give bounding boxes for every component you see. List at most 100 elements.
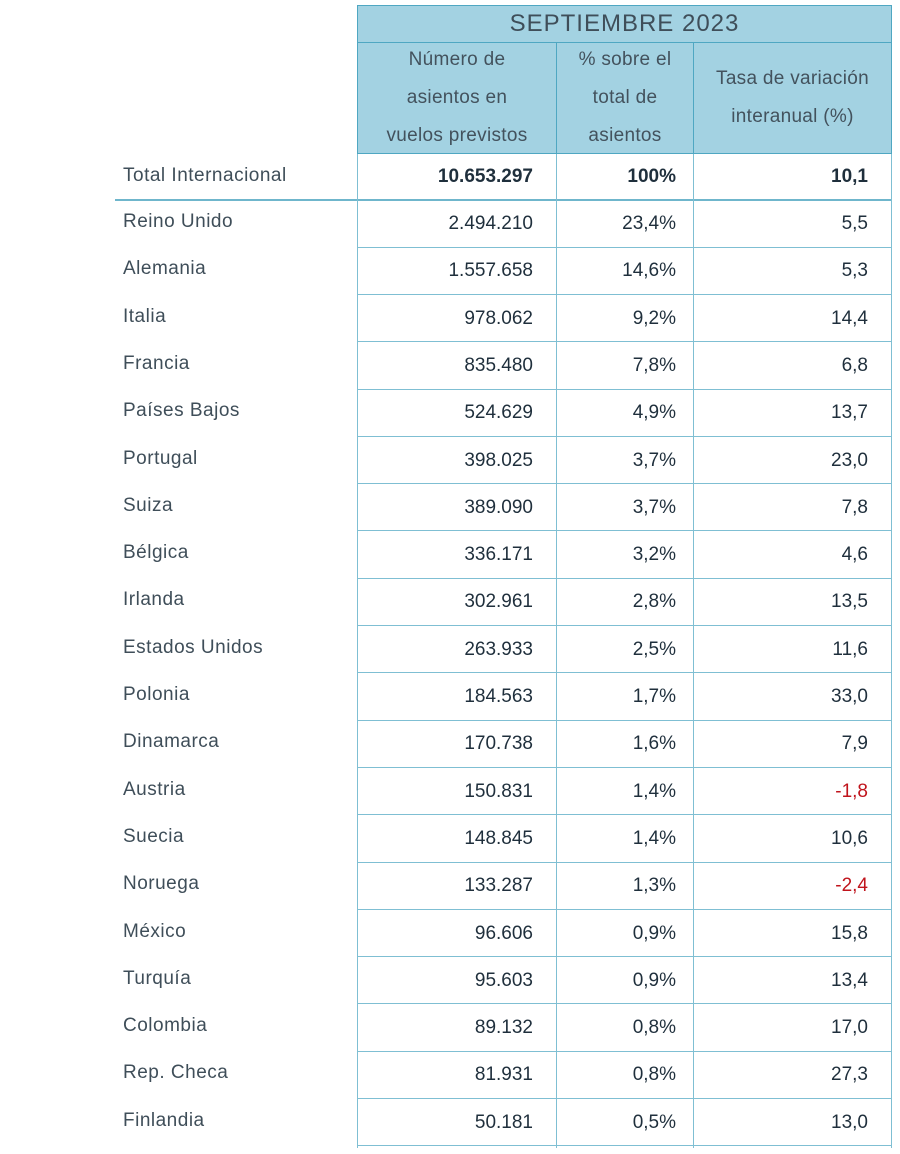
rate-value: 14,4 xyxy=(831,307,868,329)
column-divider xyxy=(891,154,892,1148)
seats-value: 389.090 xyxy=(464,496,533,518)
seats-value: 1.557.658 xyxy=(448,260,533,282)
seats-value: 835.480 xyxy=(464,354,533,376)
rate-value: 23,0 xyxy=(831,449,868,471)
share-value: 3,7% xyxy=(632,496,676,518)
row-divider xyxy=(357,1003,892,1004)
column-divider xyxy=(693,154,694,1148)
row-divider xyxy=(357,956,892,957)
row-divider xyxy=(357,341,892,342)
total-rate: 10,1 xyxy=(831,166,868,187)
row-divider xyxy=(357,672,892,673)
row-divider xyxy=(357,1098,892,1099)
period-header: SEPTIEMBRE 2023 xyxy=(357,5,892,43)
share-column-header: % sobre el total de asientos xyxy=(556,42,694,154)
share-value: 3,2% xyxy=(632,544,676,566)
rate-value: 13,7 xyxy=(831,402,868,424)
country-name: Colombia xyxy=(123,1015,208,1037)
rate-value: 4,6 xyxy=(841,544,868,566)
share-value: 0,5% xyxy=(632,1111,676,1133)
rate-value: 13,4 xyxy=(831,969,868,991)
share-value: 9,2% xyxy=(632,307,676,329)
country-name: Suecia xyxy=(123,825,185,847)
row-divider xyxy=(357,578,892,579)
share-value: 1,6% xyxy=(632,733,676,755)
row-divider xyxy=(357,909,892,910)
seats-value: 81.931 xyxy=(474,1064,533,1086)
rate-value: 15,8 xyxy=(831,922,868,944)
country-name: Finlandia xyxy=(123,1109,205,1131)
share-value: 1,4% xyxy=(632,827,676,849)
rate-value: -1,8 xyxy=(835,780,868,802)
country-name: Bélgica xyxy=(123,542,189,564)
share-value: 2,5% xyxy=(632,638,676,660)
share-value: 2,8% xyxy=(632,591,676,613)
rate-value: 11,6 xyxy=(832,638,868,660)
share-value: 14,6% xyxy=(622,260,676,282)
country-name: Reino Unido xyxy=(123,211,234,232)
seats-value: 133.287 xyxy=(464,875,533,897)
rate-value: 6,8 xyxy=(841,354,868,376)
column-divider xyxy=(357,154,358,1148)
row-divider xyxy=(357,1145,892,1146)
share-value: 1,3% xyxy=(632,875,676,897)
share-value: 0,9% xyxy=(632,922,676,944)
row-divider xyxy=(357,530,892,531)
row-divider xyxy=(357,720,892,721)
share-value: 0,9% xyxy=(632,969,676,991)
country-name: Polonia xyxy=(123,684,190,705)
country-name: Irlanda xyxy=(123,589,185,611)
column-divider xyxy=(556,154,557,1148)
seats-value: 150.831 xyxy=(464,780,533,802)
rate-value: 27,3 xyxy=(831,1064,868,1086)
seats-value: 524.629 xyxy=(464,402,533,424)
seats-value: 2.494.210 xyxy=(448,213,533,234)
rate-value: 17,0 xyxy=(831,1017,868,1039)
rate-value: 5,5 xyxy=(841,213,868,234)
seats-value: 170.738 xyxy=(464,733,533,755)
rate-value: 5,3 xyxy=(841,260,868,282)
share-value: 3,7% xyxy=(632,449,676,471)
country-name: Turquía xyxy=(123,967,192,989)
row-divider xyxy=(357,389,892,390)
country-name: Noruega xyxy=(123,873,200,895)
rate-value: 7,9 xyxy=(841,733,868,755)
share-value: 0,8% xyxy=(632,1064,676,1086)
row-divider xyxy=(357,625,892,626)
share-value: 0,8% xyxy=(632,1017,676,1039)
total-label: Total Internacional xyxy=(123,165,287,186)
country-name: Italia xyxy=(123,305,167,327)
country-name: Países Bajos xyxy=(123,400,240,422)
country-name: Alemania xyxy=(123,258,207,280)
share-value: 23,4% xyxy=(622,213,676,234)
share-value: 4,9% xyxy=(632,402,676,424)
row-divider xyxy=(115,199,892,201)
rate-value: 13,0 xyxy=(831,1111,868,1133)
country-name: Francia xyxy=(123,352,190,374)
share-value: 1,7% xyxy=(632,686,676,707)
seats-value: 148.845 xyxy=(464,827,533,849)
row-divider xyxy=(357,483,892,484)
country-name: México xyxy=(123,920,187,942)
seats-column-header: Número de asientos en vuelos previstos xyxy=(357,42,557,154)
rate-column-header: Tasa de variación interanual (%) xyxy=(693,42,892,154)
country-name: Suiza xyxy=(123,494,174,516)
seats-value: 50.181 xyxy=(474,1111,533,1133)
share-value: 7,8% xyxy=(632,354,676,376)
total-share: 100% xyxy=(627,166,676,187)
country-name: Austria xyxy=(123,778,186,800)
country-name: Estados Unidos xyxy=(123,636,264,658)
rate-value: -2,4 xyxy=(835,875,868,897)
row-divider xyxy=(357,814,892,815)
seats-value: 336.171 xyxy=(464,544,533,566)
seats-value: 89.132 xyxy=(474,1017,533,1039)
total-seats: 10.653.297 xyxy=(437,166,533,187)
seats-value: 302.961 xyxy=(464,591,533,613)
rate-value: 13,5 xyxy=(831,591,868,613)
row-divider xyxy=(357,294,892,295)
row-divider xyxy=(357,1051,892,1052)
seats-value: 263.933 xyxy=(464,638,533,660)
seats-value: 96.606 xyxy=(474,922,533,944)
row-divider xyxy=(357,767,892,768)
